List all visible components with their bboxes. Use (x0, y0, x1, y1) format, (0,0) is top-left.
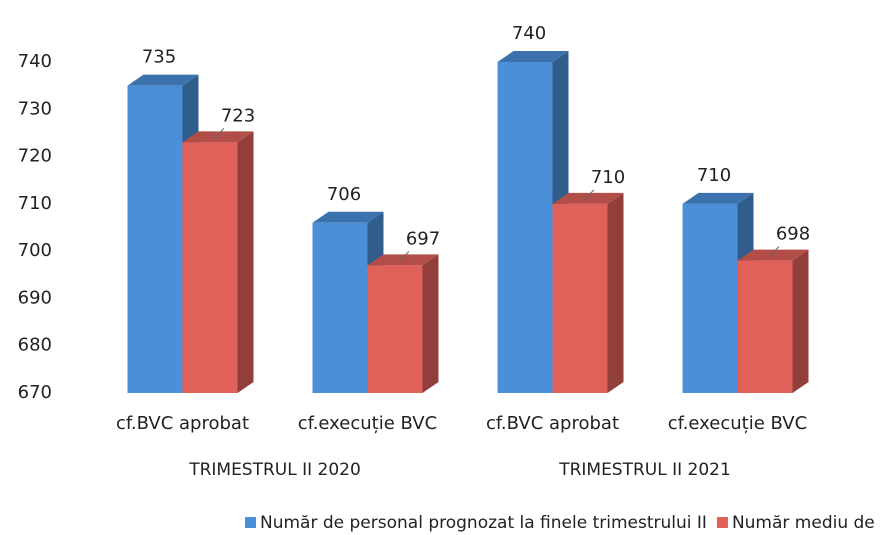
bar (552, 192, 624, 393)
legend-label: Număr de personal prognozat la finele tr… (260, 513, 707, 533)
leader-line (768, 246, 780, 257)
bar-side (607, 192, 624, 393)
data-label: 710 (697, 165, 731, 186)
x-tick-label: cf.execuție BVC (298, 413, 437, 434)
y-tick-label: 710 (18, 193, 52, 214)
bar-side (792, 249, 809, 393)
y-tick-label: 700 (18, 240, 52, 261)
data-label: 710 (591, 167, 625, 188)
bar-top (182, 131, 254, 143)
y-tick-label: 670 (18, 382, 52, 403)
x-tick-label: cf.execuție BVC (668, 413, 807, 434)
bar-top (367, 254, 439, 266)
bar-front (737, 260, 793, 393)
bar-front (552, 203, 608, 393)
bar (367, 254, 439, 393)
data-label: 735 (142, 47, 176, 68)
data-label: 706 (327, 184, 361, 205)
bar-front (182, 142, 238, 393)
y-tick-label: 730 (18, 98, 52, 119)
y-tick-label: 690 (18, 287, 52, 308)
bar-top (682, 192, 754, 204)
bar-front (682, 203, 738, 393)
bar-top (737, 249, 809, 261)
y-tick-label: 740 (18, 51, 52, 72)
data-label: 740 (512, 23, 546, 44)
bar-front (367, 265, 423, 393)
bar-side (237, 131, 254, 393)
bar-side (422, 254, 439, 393)
bar-top (127, 74, 199, 86)
y-tick-label: 680 (18, 335, 52, 356)
bar-front (127, 85, 183, 394)
leader-line (398, 250, 410, 262)
bar-top (497, 51, 569, 62)
group-label: TRIMESTRUL II 2020 (188, 460, 361, 480)
bar-top (312, 211, 384, 223)
bar-front (497, 62, 553, 393)
data-label: 723 (221, 105, 255, 126)
y-tick-label: 720 (18, 146, 52, 167)
bar (682, 192, 754, 393)
group-label: TRIMESTRUL II 2021 (558, 460, 731, 480)
x-tick-label: cf.BVC aprobat (116, 413, 249, 434)
legend-swatch (716, 517, 728, 528)
leader-line (583, 189, 595, 201)
legend-label: Număr mediu de salariați total (732, 513, 881, 533)
leader-line (213, 128, 225, 139)
bar-top (552, 192, 624, 204)
x-tick-label: cf.BVC aprobat (486, 413, 619, 434)
data-label: 698 (776, 224, 810, 245)
bar (737, 249, 809, 393)
bar (182, 131, 254, 393)
data-label: 697 (406, 228, 440, 249)
bar-front (312, 222, 368, 393)
legend-swatch (245, 517, 256, 528)
